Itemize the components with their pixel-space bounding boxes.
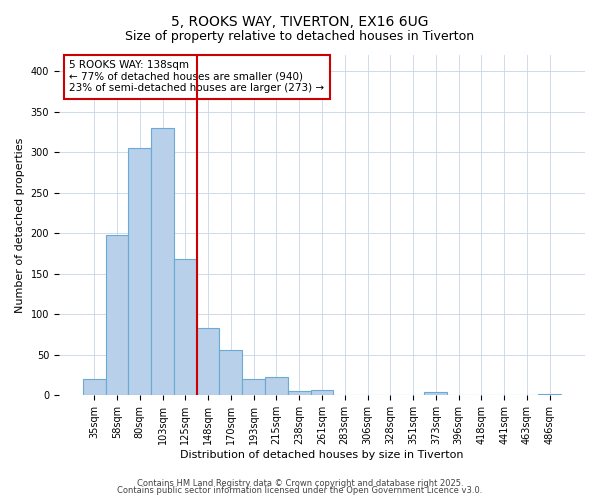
Bar <box>288 392 311 396</box>
Text: 5, ROOKS WAY, TIVERTON, EX16 6UG: 5, ROOKS WAY, TIVERTON, EX16 6UG <box>171 15 429 29</box>
X-axis label: Distribution of detached houses by size in Tiverton: Distribution of detached houses by size … <box>180 450 464 460</box>
Bar <box>151 128 174 396</box>
Bar <box>311 390 334 396</box>
Bar <box>106 235 128 396</box>
Bar <box>174 259 197 396</box>
Bar <box>265 376 288 396</box>
Bar <box>83 379 106 396</box>
Text: 5 ROOKS WAY: 138sqm
← 77% of detached houses are smaller (940)
23% of semi-detac: 5 ROOKS WAY: 138sqm ← 77% of detached ho… <box>70 60 325 94</box>
Bar <box>242 379 265 396</box>
Bar <box>128 148 151 396</box>
Bar <box>197 328 220 396</box>
Text: Size of property relative to detached houses in Tiverton: Size of property relative to detached ho… <box>125 30 475 43</box>
Bar <box>538 394 561 396</box>
Text: Contains public sector information licensed under the Open Government Licence v3: Contains public sector information licen… <box>118 486 482 495</box>
Text: Contains HM Land Registry data © Crown copyright and database right 2025.: Contains HM Land Registry data © Crown c… <box>137 478 463 488</box>
Y-axis label: Number of detached properties: Number of detached properties <box>15 138 25 313</box>
Bar <box>424 392 447 396</box>
Bar <box>220 350 242 396</box>
